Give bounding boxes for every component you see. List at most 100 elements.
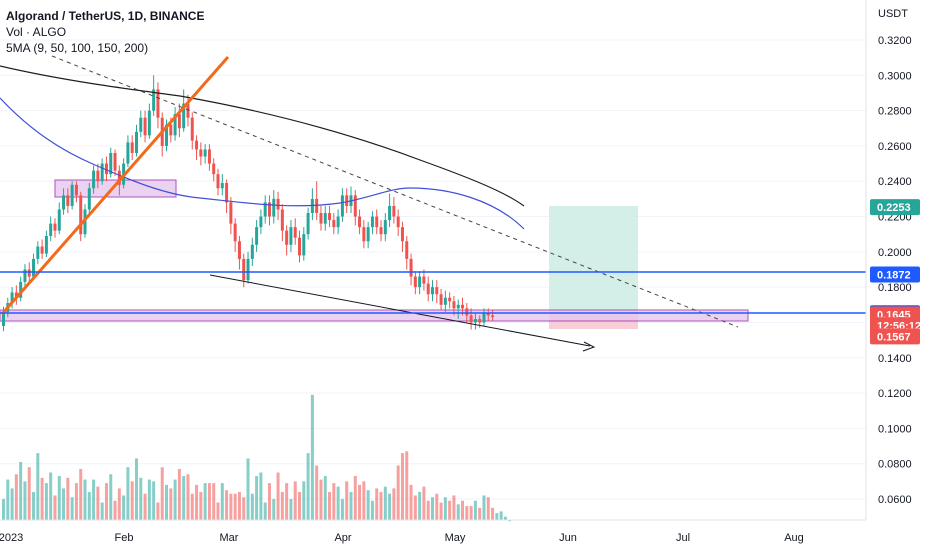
candle-body [298,237,302,256]
volume-bar [199,491,203,520]
volume-bar [358,484,362,520]
volume-bar [422,486,426,520]
candle-body [392,205,396,217]
volume-bar [92,479,96,520]
candle-body [134,131,138,153]
candle-body [104,163,108,175]
volume-bar [383,486,387,520]
volume-bar [100,502,104,520]
volume-bar [323,476,327,520]
volume-bar [83,479,87,520]
candle-body [199,149,203,157]
price-badge-label: 0.1872 [877,269,911,281]
candle-body [14,292,18,298]
x-tick-label: Aug [784,532,804,544]
candle-body [379,227,383,235]
candle-body [147,110,151,136]
volume-bar [310,394,314,520]
volume-bar [152,481,156,520]
dashed-downtrend-line[interactable] [51,55,739,328]
volume-bar [87,491,91,520]
y-tick-label: 0.1800 [878,282,912,294]
volume-bar [478,507,482,520]
volume-bar [263,502,267,520]
volume-bar [272,499,276,520]
candle-body [216,174,220,189]
y-tick-label: 0.3200 [878,35,912,47]
volume-bar [285,483,289,520]
volume-indicator-label[interactable]: Vol · ALGO [6,25,67,39]
volume-bar [225,490,229,520]
candle-body [426,283,430,295]
price-axis[interactable]: 0.32000.30000.28000.26000.24000.22000.20… [878,35,912,506]
candlesticks [2,75,495,332]
candle-body [452,301,456,309]
volume-bar [79,468,83,520]
lower-channel-line[interactable] [209,274,591,347]
candle-body [62,195,66,210]
candle-body [79,195,83,235]
volume-bar [448,500,452,520]
support-zone-feb[interactable] [54,179,177,198]
candle-body [469,315,473,323]
volume-bar [392,488,396,520]
candle-body [345,195,349,206]
volume-bar [456,504,460,520]
volume-bar [319,479,323,520]
volume-bar [165,484,169,520]
candle-body [182,103,186,129]
x-tick-label: Jun [559,532,577,544]
volume-bars [2,394,512,522]
volume-bar [2,499,5,520]
candle-body [448,297,452,302]
candle-body [289,227,293,245]
candle-body [109,152,113,175]
price-badge [870,199,920,216]
candle-body [431,287,434,295]
volume-bar [36,453,40,520]
volume-bar [242,497,246,520]
candle-body [302,234,306,256]
volume-bar [186,474,190,520]
volume-bar [160,467,164,520]
candle-body [400,227,404,242]
candle-body [267,202,271,217]
volume-bar [508,520,512,522]
candle-body [87,188,91,210]
candle-body [165,124,169,146]
candle-body [130,142,134,153]
support-zone-low[interactable] [0,309,749,322]
candle-body [66,195,70,206]
volume-bar [62,488,66,520]
volume-bar [315,465,319,520]
target-zone[interactable] [549,206,638,313]
candle-body [255,227,259,245]
currency-label: USDT [878,8,908,20]
chart-title: Algorand / TetherUS, 1D, BINANCE [6,9,205,23]
ma-indicator-label[interactable]: 5MA (9, 50, 100, 150, 200) [6,41,149,55]
volume-bar [113,500,117,520]
time-axis[interactable]: 2023 Feb Mar Apr May Jun Jul Aug [0,532,804,544]
y-tick-label: 0.2000 [878,247,912,259]
candle-body [237,241,241,259]
candle-body [49,223,53,236]
y-tick-label: 0.1200 [878,388,912,400]
volume-bar [465,506,469,520]
candle-body [388,205,392,221]
volume-bar [332,483,336,520]
candle-body [332,220,336,228]
x-tick-label: Feb [115,532,134,544]
volume-bar [237,491,241,520]
candle-body [315,198,319,214]
orange-trendline[interactable] [0,56,230,315]
x-tick-label: Jul [676,532,690,544]
candle-body [461,304,465,309]
volume-bar [96,486,100,520]
volume-bar [14,474,18,520]
candle-body [482,313,486,323]
candle-body [126,142,130,164]
x-tick-label: Mar [220,532,239,544]
volume-bar [139,477,143,520]
volume-bar [413,495,417,520]
